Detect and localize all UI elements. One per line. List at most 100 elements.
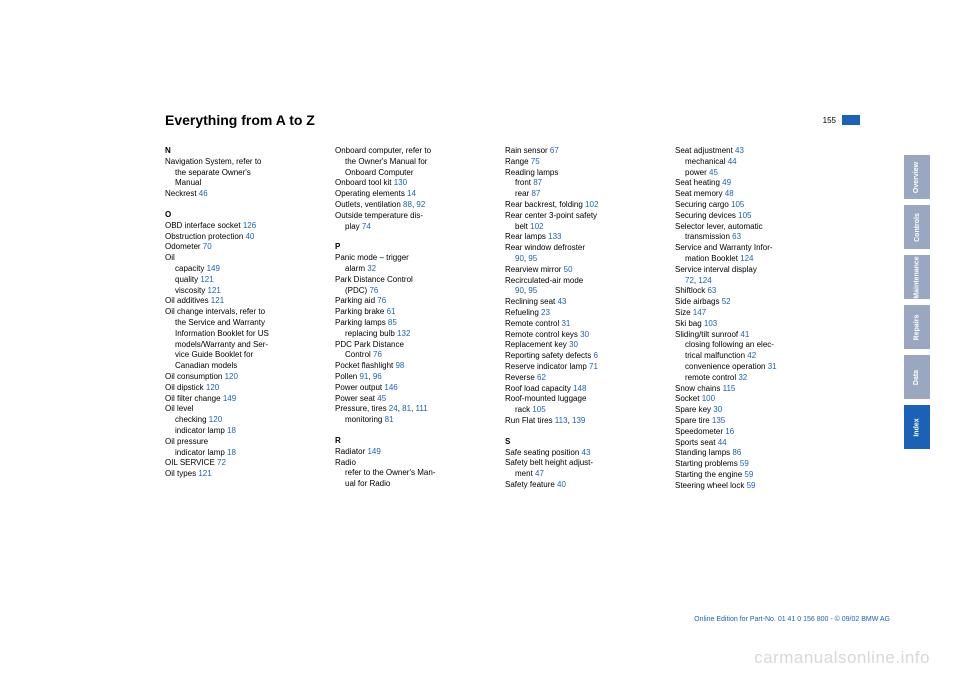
- page-ref[interactable]: 6: [594, 351, 598, 360]
- page-ref[interactable]: 149: [207, 264, 220, 273]
- page-ref[interactable]: 124: [698, 276, 711, 285]
- page-ref[interactable]: 148: [573, 384, 586, 393]
- page-ref[interactable]: 43: [582, 448, 591, 457]
- page-ref[interactable]: 81: [385, 415, 394, 424]
- page-ref[interactable]: 105: [731, 200, 744, 209]
- page-ref[interactable]: 115: [723, 384, 736, 393]
- page-ref[interactable]: 139: [572, 416, 585, 425]
- page-ref[interactable]: 120: [225, 372, 238, 381]
- page-ref[interactable]: 76: [369, 286, 378, 295]
- page-ref[interactable]: 42: [747, 351, 756, 360]
- page-ref[interactable]: 126: [243, 221, 256, 230]
- page-ref[interactable]: 48: [725, 189, 734, 198]
- page-ref[interactable]: 72: [685, 276, 694, 285]
- page-ref[interactable]: 105: [738, 211, 751, 220]
- page-ref[interactable]: 92: [416, 200, 425, 209]
- page-ref[interactable]: 63: [732, 232, 741, 241]
- page-ref[interactable]: 103: [704, 319, 717, 328]
- page-ref[interactable]: 75: [531, 157, 540, 166]
- page-ref[interactable]: 49: [722, 178, 731, 187]
- page-ref[interactable]: 40: [557, 480, 566, 489]
- page-ref[interactable]: 32: [738, 373, 747, 382]
- side-tab-overview[interactable]: Overview: [904, 155, 930, 199]
- page-ref[interactable]: 111: [416, 404, 428, 413]
- page-ref[interactable]: 96: [373, 372, 382, 381]
- page-ref[interactable]: 45: [377, 394, 386, 403]
- page-ref[interactable]: 102: [530, 222, 543, 231]
- page-ref[interactable]: 132: [397, 329, 410, 338]
- page-ref[interactable]: 46: [199, 189, 208, 198]
- page-ref[interactable]: 90: [515, 286, 524, 295]
- page-ref[interactable]: 74: [362, 222, 371, 231]
- page-ref[interactable]: 63: [707, 286, 716, 295]
- page-ref[interactable]: 59: [740, 459, 749, 468]
- page-ref[interactable]: 113: [555, 416, 568, 425]
- page-ref[interactable]: 71: [589, 362, 598, 371]
- page-ref[interactable]: 14: [407, 189, 416, 198]
- side-tab-index[interactable]: Index: [904, 405, 930, 449]
- page-ref[interactable]: 50: [564, 265, 573, 274]
- page-ref[interactable]: 24: [389, 404, 398, 413]
- page-ref[interactable]: 133: [548, 232, 561, 241]
- page-ref[interactable]: 147: [693, 308, 706, 317]
- page-ref[interactable]: 70: [203, 242, 212, 251]
- page-ref[interactable]: 43: [735, 146, 744, 155]
- page-ref[interactable]: 30: [569, 340, 578, 349]
- page-ref[interactable]: 44: [718, 438, 727, 447]
- page-ref[interactable]: 105: [532, 405, 545, 414]
- page-ref[interactable]: 149: [367, 447, 380, 456]
- page-ref[interactable]: 121: [207, 286, 220, 295]
- page-ref[interactable]: 87: [533, 178, 542, 187]
- page-ref[interactable]: 18: [227, 448, 236, 457]
- page-ref[interactable]: 47: [535, 469, 544, 478]
- page-ref[interactable]: 52: [722, 297, 731, 306]
- page-ref[interactable]: 30: [713, 405, 722, 414]
- page-ref[interactable]: 146: [384, 383, 397, 392]
- page-ref[interactable]: 59: [747, 481, 756, 490]
- page-ref[interactable]: 120: [209, 415, 222, 424]
- page-ref[interactable]: 59: [744, 470, 753, 479]
- page-ref[interactable]: 18: [227, 426, 236, 435]
- page-ref[interactable]: 30: [580, 330, 589, 339]
- page-ref[interactable]: 100: [702, 394, 715, 403]
- page-ref[interactable]: 149: [223, 394, 236, 403]
- page-ref[interactable]: 76: [377, 296, 386, 305]
- page-ref[interactable]: 62: [537, 373, 546, 382]
- page-ref[interactable]: 41: [740, 330, 749, 339]
- page-ref[interactable]: 121: [198, 469, 211, 478]
- page-ref[interactable]: 45: [709, 168, 718, 177]
- page-ref[interactable]: 87: [531, 189, 540, 198]
- page-ref[interactable]: 44: [728, 157, 737, 166]
- page-ref[interactable]: 61: [387, 307, 396, 316]
- page-ref[interactable]: 102: [585, 200, 598, 209]
- side-tab-data[interactable]: Data: [904, 355, 930, 399]
- page-ref[interactable]: 120: [206, 383, 219, 392]
- page-ref[interactable]: 121: [200, 275, 213, 284]
- page-ref[interactable]: 130: [394, 178, 407, 187]
- page-ref[interactable]: 85: [388, 318, 397, 327]
- entry-text: refer to the Owner's Man-: [345, 468, 435, 477]
- page-ref[interactable]: 67: [550, 146, 559, 155]
- page-ref[interactable]: 72: [217, 458, 226, 467]
- page-ref[interactable]: 31: [768, 362, 777, 371]
- page-ref[interactable]: 124: [740, 254, 753, 263]
- page-ref[interactable]: 98: [395, 361, 404, 370]
- side-tab-maintenance[interactable]: Maintenance: [904, 255, 930, 299]
- page-ref[interactable]: 88: [403, 200, 412, 209]
- page-ref[interactable]: 16: [725, 427, 734, 436]
- page-ref[interactable]: 31: [561, 319, 570, 328]
- page-ref[interactable]: 121: [211, 296, 224, 305]
- page-ref[interactable]: 135: [712, 416, 725, 425]
- side-tab-repairs[interactable]: Repairs: [904, 305, 930, 349]
- page-ref[interactable]: 76: [373, 350, 382, 359]
- page-ref[interactable]: 95: [528, 254, 537, 263]
- page-ref[interactable]: 23: [541, 308, 550, 317]
- page-ref[interactable]: 32: [367, 264, 376, 273]
- page-ref[interactable]: 86: [732, 448, 741, 457]
- page-ref[interactable]: 90: [515, 254, 524, 263]
- side-tab-controls[interactable]: Controls: [904, 205, 930, 249]
- page-ref[interactable]: 40: [245, 232, 254, 241]
- page-ref[interactable]: 43: [557, 297, 566, 306]
- page-ref[interactable]: 95: [528, 286, 537, 295]
- page-ref[interactable]: 81: [402, 404, 411, 413]
